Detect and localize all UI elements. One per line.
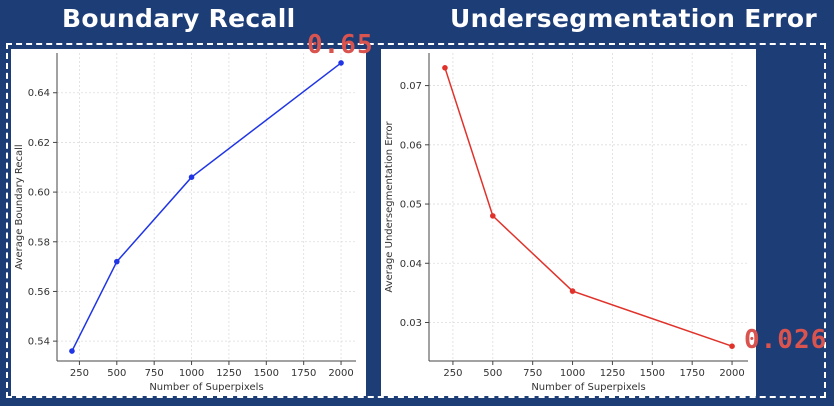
y-tick-label: 0.54 <box>28 337 50 348</box>
x-tick-label: 750 <box>145 368 164 379</box>
y-tick-label: 0.04 <box>400 259 422 270</box>
x-tick-label: 1500 <box>640 368 665 379</box>
boundary-recall-series-line <box>71 62 342 352</box>
y-axis-label: Average Boundary Recall <box>14 144 25 269</box>
x-tick-label: 1250 <box>600 368 625 379</box>
x-tick-label: 1000 <box>179 368 204 379</box>
x-tick-label: 500 <box>107 368 126 379</box>
undersegmentation-data-point <box>729 343 735 349</box>
x-tick-label: 250 <box>443 368 462 379</box>
x-tick-label: 250 <box>70 368 89 379</box>
x-tick-label: 500 <box>483 368 502 379</box>
boundary-recall-data-point <box>69 348 75 354</box>
undersegmentation-data-point <box>442 65 448 71</box>
boundary-recall-chart: 250 500 750 1000 1250 1500 1750 2000 0.54 0.56 0.5… <box>14 53 356 393</box>
undersegmentation-callout: 0.026 <box>744 325 828 355</box>
boundary-recall-data-point <box>114 258 120 265</box>
x-axis-label: Number of Superpixels <box>149 382 263 393</box>
y-tick-label: 0.60 <box>28 188 50 199</box>
x-tick-label: 1750 <box>291 368 316 379</box>
boundary-recall-callout: 0.65 <box>307 30 374 60</box>
boundary-recall-data-point <box>338 60 344 66</box>
undersegmentation-data-point <box>569 288 576 294</box>
left-panel-title: Boundary Recall <box>62 4 296 33</box>
boundary-recall-data-point <box>188 174 195 180</box>
x-tick-label: 1000 <box>560 368 585 379</box>
y-tick-label: 0.62 <box>28 138 50 149</box>
undersegmentation-data-point <box>490 213 496 219</box>
undersegmentation-series-line <box>444 67 733 347</box>
x-tick-label: 1750 <box>679 368 704 379</box>
y-tick-label: 0.06 <box>400 140 422 151</box>
x-tick-label: 1500 <box>254 368 279 379</box>
y-axis-label: Average Undersegmentation Error <box>384 121 395 293</box>
right-panel-title: Undersegmentation Error <box>450 4 817 33</box>
x-tick-label: 1250 <box>216 368 241 379</box>
y-tick-label: 0.58 <box>28 237 50 248</box>
dashed-frame <box>6 43 826 398</box>
y-tick-label: 0.07 <box>400 81 422 92</box>
y-tick-label: 0.64 <box>28 88 50 99</box>
undersegmentation-chart: 250 500 750 1000 1250 1500 1750 2000 0.03 0.04 0.0… <box>384 53 748 393</box>
boundary-recall-card: 250 500 750 1000 1250 1500 1750 2000 0.54 0.56 0.5… <box>11 49 366 396</box>
y-tick-label: 0.05 <box>400 200 422 211</box>
x-tick-label: 2000 <box>719 368 744 379</box>
x-tick-label: 2000 <box>328 368 353 379</box>
undersegmentation-card: 250 500 750 1000 1250 1500 1750 2000 0.03 0.04 0.0… <box>381 49 756 396</box>
y-tick-label: 0.03 <box>400 318 422 329</box>
x-axis-label: Number of Superpixels <box>531 382 645 393</box>
x-tick-label: 750 <box>523 368 542 379</box>
y-tick-label: 0.56 <box>28 287 50 298</box>
